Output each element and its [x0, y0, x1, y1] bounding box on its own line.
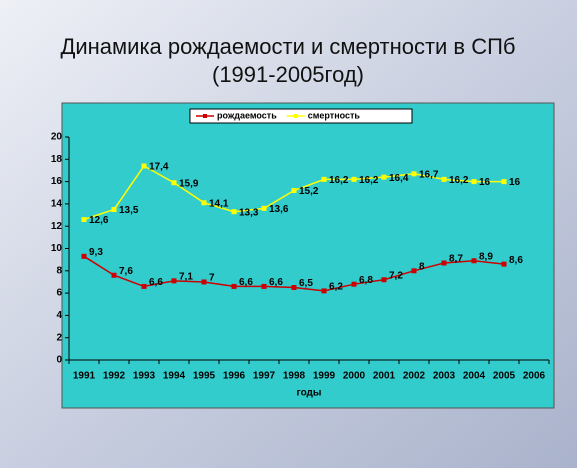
point [321, 288, 327, 294]
x-tick-label: 2006 [523, 371, 546, 382]
point [441, 260, 447, 266]
y-tick-label: 16 [51, 176, 63, 187]
data-label: 9,3 [89, 247, 103, 258]
x-tick-label: 1995 [193, 371, 216, 382]
data-label: 6,2 [329, 282, 343, 293]
point [231, 283, 237, 289]
x-tick-label: 1991 [73, 371, 96, 382]
x-tick-label: 1993 [133, 371, 156, 382]
point [411, 268, 417, 274]
data-label: 12,6 [89, 215, 109, 226]
data-label: 13,5 [119, 205, 139, 216]
data-label: 6,8 [359, 275, 373, 286]
x-tick-label: 1996 [223, 371, 246, 382]
data-label: 15,9 [179, 178, 199, 189]
legend-marker [293, 114, 298, 118]
data-label: 16,4 [389, 173, 409, 184]
data-label: 16,2 [449, 175, 469, 186]
point [261, 283, 267, 289]
x-tick-label: 1998 [283, 371, 306, 382]
legend-marker [203, 114, 207, 118]
data-label: 6,5 [299, 278, 313, 289]
x-tick-label: 2003 [433, 371, 456, 382]
data-label: 16,2 [359, 175, 379, 186]
point [291, 285, 297, 291]
data-label: 14,1 [209, 198, 229, 209]
data-label: 13,3 [239, 207, 259, 218]
point [81, 217, 87, 223]
data-label: 16,2 [329, 175, 349, 186]
point [81, 253, 87, 259]
point [141, 163, 147, 169]
y-tick-label: 6 [56, 288, 62, 299]
data-label: 16 [509, 177, 521, 188]
point [261, 205, 267, 211]
y-tick-label: 2 [56, 332, 62, 343]
x-tick-label: 2005 [493, 371, 516, 382]
y-tick-label: 12 [51, 221, 63, 232]
data-label: 6,6 [149, 277, 163, 288]
x-tick-label: 1992 [103, 371, 126, 382]
y-tick-label: 20 [51, 132, 63, 143]
point [381, 277, 387, 283]
point [291, 188, 297, 194]
point [351, 176, 357, 182]
legend-label: смертность [308, 110, 361, 120]
data-label: 7,6 [119, 266, 133, 277]
point [141, 283, 147, 289]
data-label: 16 [479, 177, 491, 188]
point [171, 180, 177, 186]
x-axis-label: годы [297, 388, 322, 399]
y-tick-label: 4 [56, 310, 62, 321]
y-tick-label: 0 [56, 355, 62, 366]
point [171, 278, 177, 284]
point [501, 261, 507, 267]
point [501, 179, 507, 185]
point [471, 179, 477, 185]
data-label: 17,4 [149, 162, 169, 173]
chart-title: Динамика рождаемости и смертности в СПб [60, 34, 515, 59]
data-label: 7 [209, 273, 215, 284]
point [381, 174, 387, 180]
point [231, 209, 237, 215]
x-tick-label: 1997 [253, 371, 276, 382]
data-label: 8,9 [479, 251, 493, 262]
x-tick-label: 2000 [343, 371, 366, 382]
data-label: 15,2 [299, 186, 319, 197]
data-label: 6,6 [239, 277, 253, 288]
point [411, 171, 417, 177]
x-tick-label: 1999 [313, 371, 336, 382]
chart-area [61, 102, 555, 409]
point [351, 281, 357, 287]
point [441, 176, 447, 182]
point [111, 206, 117, 212]
point [321, 176, 327, 182]
point [201, 200, 207, 206]
y-tick-label: 18 [51, 154, 63, 165]
data-label: 8 [419, 261, 425, 272]
point [471, 258, 477, 264]
data-label: 6,6 [269, 277, 283, 288]
data-label: 16,7 [419, 169, 439, 180]
point [111, 272, 117, 278]
x-tick-label: 2004 [463, 371, 486, 382]
y-tick-label: 8 [56, 265, 62, 276]
chart-subtitle: (1991-2005год) [212, 62, 364, 87]
x-tick-label: 2001 [373, 371, 396, 382]
x-tick-label: 2002 [403, 371, 426, 382]
data-label: 8,6 [509, 255, 523, 266]
data-label: 7,1 [179, 271, 193, 282]
x-tick-label: 1994 [163, 371, 186, 382]
y-tick-label: 14 [51, 199, 63, 210]
data-label: 8,7 [449, 254, 463, 265]
data-label: 7,2 [389, 270, 403, 281]
point [201, 279, 207, 285]
data-label: 13,6 [269, 204, 289, 215]
legend-label: рождаемость [217, 110, 277, 120]
y-tick-label: 10 [51, 243, 63, 254]
